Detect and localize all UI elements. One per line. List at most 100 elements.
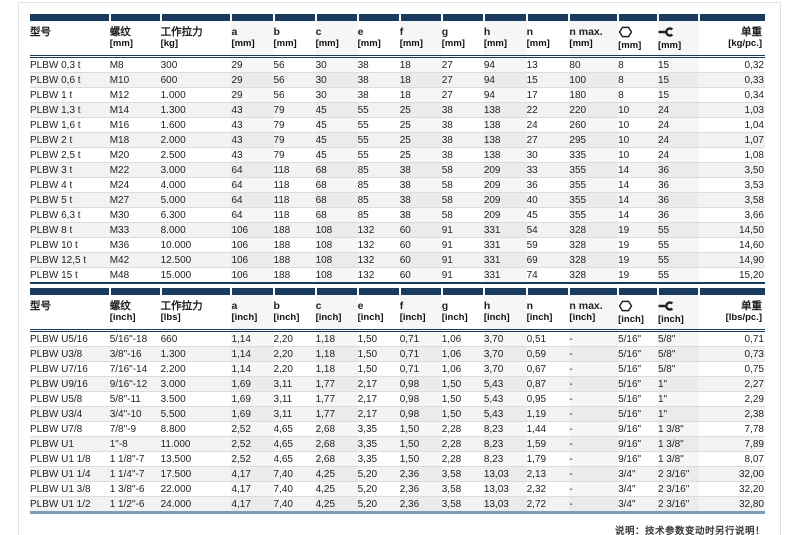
cell-wrench: 24 [657, 132, 700, 148]
cell-model: PLBW U5/16 [30, 330, 110, 347]
cell-unit-weight: 3,66 [699, 207, 765, 223]
cell-wrench: 36 [657, 192, 700, 208]
cell-c: 108 [315, 237, 358, 253]
cell-b: 56 [273, 72, 316, 88]
cell-f: 18 [399, 56, 442, 73]
table-row: PLBW U1 3/8 1 3/8"-6 22.000 4,17 7,40 4,25 5,2… [30, 481, 765, 497]
cell-hex-socket: 14 [618, 192, 658, 208]
cell-f: 60 [399, 237, 442, 253]
table-row: PLBW 2 t M18 2.000 43 79 45 55 25 38 138 27 295 10 24… [30, 132, 765, 148]
table-row: PLBW U3/8 3/8"-16 1.300 1,14 2,20 1,18 1,50 0,7… [30, 346, 765, 362]
cell-hex-socket: 5/16" [618, 376, 658, 392]
cell-c: 4,25 [315, 496, 358, 514]
cell-model: PLBW 15 t [30, 267, 110, 284]
cell-h: 3,70 [483, 330, 527, 347]
cell-model: PLBW 10 t [30, 237, 110, 253]
cell-hex-socket: 10 [618, 117, 658, 133]
header-bar-segment [526, 288, 571, 295]
cell-a: 64 [231, 207, 274, 223]
cell-wrench: 1" [657, 376, 700, 392]
cell-working-load: 12.500 [160, 252, 232, 268]
header-bar-segment [357, 288, 401, 295]
cell-hex-socket: 5/16" [618, 406, 658, 422]
cell-unit-weight: 3,53 [699, 177, 765, 193]
cell-working-load: 1.600 [160, 117, 232, 133]
cell-e: 3,35 [357, 421, 400, 437]
cell-b: 79 [273, 132, 316, 148]
cell-working-load: 22.000 [160, 481, 232, 497]
cell-hex-socket: 3/4" [618, 466, 658, 482]
cell-e: 55 [357, 102, 400, 118]
cell-b: 3,11 [273, 406, 316, 422]
cell-b: 188 [273, 267, 316, 284]
cell-n: 1,44 [526, 421, 570, 437]
cell-working-load: 4.000 [160, 177, 232, 193]
cell-f: 2,36 [399, 466, 442, 482]
column-header-wrench: [inch] [657, 295, 700, 332]
cell-thread: 3/8"-16 [109, 346, 161, 362]
cell-n: 24 [526, 117, 570, 133]
cell-hex-socket: 10 [618, 102, 658, 118]
cell-model: PLBW 3 t [30, 162, 110, 178]
cell-e: 38 [357, 87, 400, 103]
cell-n-max: - [569, 330, 619, 347]
cell-hex-socket: 5/16" [618, 361, 658, 377]
cell-f: 60 [399, 222, 442, 238]
cell-model: PLBW 1 t [30, 87, 110, 103]
cell-unit-weight: 3,50 [699, 162, 765, 178]
cell-wrench: 2 3/16" [657, 481, 700, 497]
cell-unit-weight: 32,20 [699, 481, 765, 497]
cell-a: 106 [231, 222, 274, 238]
cell-f: 18 [399, 87, 442, 103]
table-row: PLBW 8 t M33 8.000 106 188 108 132 60 91 331 54 328… [30, 222, 765, 238]
cell-hex-socket: 9/16" [618, 436, 658, 452]
cell-n-max: 220 [569, 102, 619, 118]
cell-thread: 1 1/2"-6 [109, 496, 161, 514]
cell-e: 2,17 [357, 406, 400, 422]
hex-socket-icon [618, 26, 633, 40]
cell-hex-socket: 19 [618, 222, 658, 238]
cell-e: 55 [357, 147, 400, 163]
cell-working-load: 5.000 [160, 192, 232, 208]
cell-c: 1,77 [315, 406, 358, 422]
table-row: PLBW 2,5 t M20 2.500 43 79 45 55 25 38 138 30 335 10… [30, 147, 765, 163]
cell-unit-weight: 3,58 [699, 192, 765, 208]
cell-a: 4,17 [231, 496, 274, 514]
cell-unit-weight: 32,80 [699, 496, 765, 514]
cell-b: 7,40 [273, 481, 316, 497]
cell-unit-weight: 2,38 [699, 406, 765, 422]
cell-hex-socket: 5/16" [618, 391, 658, 407]
column-header-hex-socket: [mm] [618, 21, 658, 58]
cell-hex-socket: 9/16" [618, 451, 658, 467]
cell-n: 36 [526, 177, 570, 193]
cell-h: 13,03 [483, 481, 527, 497]
cell-g: 1,50 [441, 406, 484, 422]
cell-working-load: 3.000 [160, 376, 232, 392]
cell-b: 188 [273, 252, 316, 268]
cell-f: 0,98 [399, 391, 442, 407]
cell-model: PLBW U7/8 [30, 421, 110, 437]
cell-b: 2,20 [273, 361, 316, 377]
header-bar-segment [160, 288, 233, 295]
cell-f: 0,71 [399, 361, 442, 377]
cell-thread: M42 [109, 252, 161, 268]
cell-a: 1,14 [231, 361, 274, 377]
header-bar-segment [441, 14, 485, 21]
table-row: PLBW 12,5 t M42 12.500 106 188 108 132 60 91 331 6… [30, 252, 765, 268]
cell-a: 64 [231, 192, 274, 208]
cell-working-load: 600 [160, 72, 232, 88]
cell-n-max: - [569, 436, 619, 452]
cell-a: 2,52 [231, 451, 274, 467]
cell-unit-weight: 1,03 [699, 102, 765, 118]
cell-n-max: 355 [569, 162, 619, 178]
cell-model: PLBW 0,3 t [30, 56, 110, 73]
cell-e: 5,20 [357, 496, 400, 514]
cell-c: 68 [315, 162, 358, 178]
cell-h: 94 [483, 56, 527, 73]
cell-working-load: 6.300 [160, 207, 232, 223]
cell-n: 0,59 [526, 346, 570, 362]
imperial-spec-table: 型号 螺纹 [inch] 工作拉力 [lbs] a [inch] b [inch] c [inch]… [30, 288, 765, 514]
column-header-n: n [mm] [526, 21, 570, 58]
cell-a: 1,14 [231, 346, 274, 362]
column-header-f: f [mm] [399, 21, 442, 58]
